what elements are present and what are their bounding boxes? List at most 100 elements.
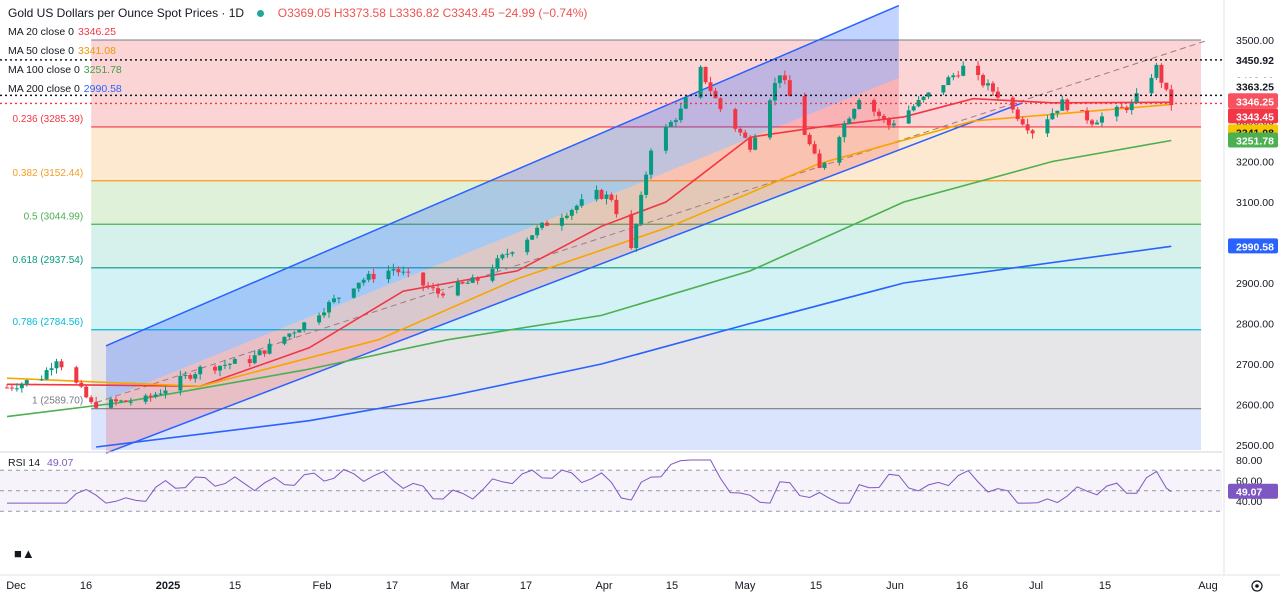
candle-body bbox=[1134, 93, 1139, 103]
ma-legend-20[interactable]: MA 20 close 0 3346.25 bbox=[8, 26, 116, 38]
candle-body bbox=[891, 123, 896, 126]
candle-body bbox=[876, 111, 881, 116]
price-tick-label: 2900.00 bbox=[1236, 278, 1274, 290]
fib-zone bbox=[91, 329, 1202, 409]
candle-body bbox=[941, 85, 946, 93]
candle-body bbox=[49, 368, 54, 371]
candle-body bbox=[1050, 113, 1055, 120]
candle-body bbox=[604, 194, 609, 199]
time-tick-label: 16 bbox=[956, 580, 968, 592]
price-tag-label: 3343.45 bbox=[1236, 111, 1274, 123]
tradingview-logo-glyph: ■▲ bbox=[14, 546, 35, 561]
candle-body bbox=[406, 271, 411, 273]
candle-body bbox=[886, 118, 891, 126]
candle-body bbox=[599, 189, 604, 199]
time-tick-label: 15 bbox=[1099, 580, 1111, 592]
candle-body bbox=[252, 355, 257, 364]
candle-body bbox=[990, 83, 995, 92]
time-tick-label: 15 bbox=[810, 580, 822, 592]
price-tick-label: 2500.00 bbox=[1236, 440, 1274, 452]
time-axis[interactable]: Dec 16 2025 15 Feb 17 Mar 17 Apr 15 May 15 Jun 16 Jul 1… bbox=[0, 574, 1280, 592]
candle-body bbox=[113, 399, 118, 402]
time-tick-label: 17 bbox=[386, 580, 398, 592]
rsi-label: RSI 14 bbox=[8, 457, 41, 469]
candle-body bbox=[109, 399, 114, 408]
candle-body bbox=[153, 394, 158, 397]
candle-body bbox=[267, 343, 272, 354]
moving-averages bbox=[6, 97, 1172, 448]
candle-body bbox=[535, 227, 540, 236]
candle-body bbox=[985, 83, 990, 86]
price-tick-label: 3100.00 bbox=[1236, 197, 1274, 209]
candle-body bbox=[356, 282, 361, 289]
time-tick-label: Jul bbox=[1029, 580, 1043, 592]
candle-body bbox=[1119, 106, 1124, 108]
price-tag-label: 2990.58 bbox=[1236, 241, 1274, 253]
candle-body bbox=[24, 380, 29, 384]
symbol-title[interactable]: Gold US Dollars per Ounce Spot Prices · … bbox=[8, 6, 245, 20]
candle-body bbox=[436, 288, 441, 294]
candle-body bbox=[118, 400, 123, 402]
candle-body bbox=[282, 336, 287, 344]
price-tick-label: 2700.00 bbox=[1236, 359, 1274, 371]
candle-body bbox=[465, 282, 470, 284]
candle-body bbox=[976, 65, 981, 76]
candle-body bbox=[847, 118, 852, 124]
ma-value: 3251.78 bbox=[83, 64, 122, 76]
fib-level-label: 1 (2589.70) bbox=[32, 396, 83, 407]
candle-body bbox=[193, 374, 198, 379]
price-tag bbox=[1228, 108, 1278, 124]
candle-body bbox=[569, 210, 574, 216]
candle-body bbox=[391, 269, 396, 271]
candle-body bbox=[703, 66, 708, 83]
candle-body bbox=[559, 217, 564, 226]
candle-body bbox=[981, 75, 986, 86]
candle-body bbox=[629, 214, 634, 249]
ma-line bbox=[6, 103, 1172, 388]
candle-body bbox=[287, 333, 292, 337]
candle-body bbox=[327, 302, 332, 313]
candle-body bbox=[84, 386, 89, 398]
candle-body bbox=[743, 132, 748, 138]
candle-body bbox=[222, 364, 227, 366]
candle-body bbox=[4, 387, 9, 389]
candle-body bbox=[213, 366, 218, 371]
candle-body bbox=[753, 137, 758, 150]
candle-body bbox=[1169, 89, 1174, 106]
candle-body bbox=[297, 330, 302, 333]
time-tick-label: 15 bbox=[229, 580, 241, 592]
channel-lower-line bbox=[105, 102, 1023, 454]
fib-zone bbox=[91, 408, 1202, 450]
fib-zone bbox=[91, 267, 1202, 330]
candle-body bbox=[500, 254, 505, 259]
candle-body bbox=[579, 199, 584, 206]
candle-body bbox=[1065, 99, 1070, 111]
candle-body bbox=[178, 375, 183, 391]
candle-body bbox=[921, 96, 926, 100]
ma-legend-50[interactable]: MA 50 close 0 3341.08 bbox=[8, 45, 116, 57]
candle-body bbox=[881, 115, 886, 119]
candle-body bbox=[227, 363, 232, 365]
price-tick-label: 3500.00 bbox=[1236, 35, 1274, 47]
fib-level-label: 0.236 (3285.39) bbox=[13, 114, 84, 125]
candle-body bbox=[926, 92, 931, 97]
candle-body bbox=[94, 402, 99, 408]
candles[interactable] bbox=[4, 61, 1174, 410]
rsi-legend[interactable]: RSI 14 49.07 bbox=[8, 457, 73, 469]
candle-body bbox=[545, 222, 550, 226]
price-tag-label: 3346.25 bbox=[1236, 96, 1274, 108]
candle-body bbox=[421, 272, 426, 286]
candle-body bbox=[331, 298, 336, 303]
time-tick-label: Mar bbox=[451, 580, 470, 592]
ma-legend-100[interactable]: MA 100 close 0 3251.78 bbox=[8, 64, 122, 76]
settings-gear-icon-center bbox=[1255, 584, 1259, 588]
price-tag bbox=[1228, 238, 1278, 254]
ma-legend-200[interactable]: MA 200 close 0 2990.58 bbox=[8, 83, 122, 95]
rsi-tick-label: 80.00 bbox=[1236, 455, 1262, 467]
time-tick-label: Feb bbox=[313, 580, 332, 592]
candle-body bbox=[351, 288, 356, 298]
price-tag-label: 3450.92 bbox=[1236, 55, 1274, 67]
candle-body bbox=[19, 383, 24, 389]
